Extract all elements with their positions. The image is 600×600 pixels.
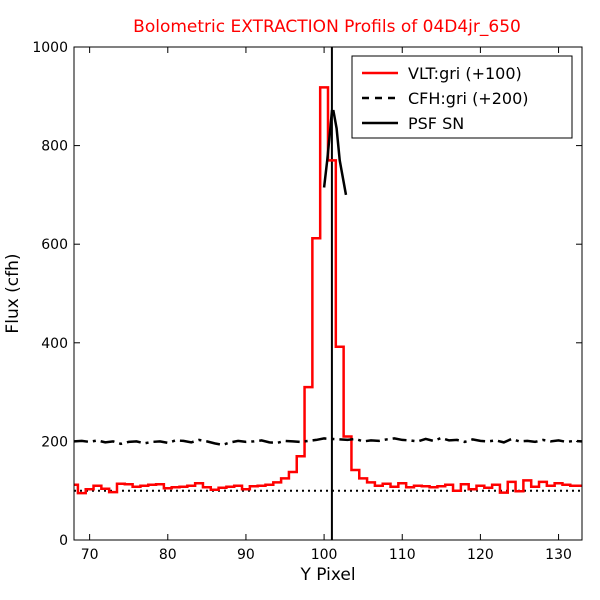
legend: VLT:gri (+100) CFH:gri (+200) PSF SN — [351, 55, 573, 139]
chart-title: Bolometric EXTRACTION Profils of 04D4jr_… — [133, 17, 521, 37]
y-tick-label: 400 — [41, 336, 68, 352]
y-axis-label: Flux (cfh) — [3, 253, 23, 333]
x-tick-label: 80 — [159, 547, 177, 563]
x-tick-label: 130 — [545, 547, 572, 563]
x-tick-label: 100 — [311, 547, 338, 563]
axis-ticks: 70 80 90 100 110 120 130 0 200 400 600 800 1000 — [32, 40, 582, 563]
y-tick-label: 800 — [41, 139, 68, 155]
y-tick-label: 600 — [41, 237, 68, 253]
x-tick-label: 70 — [81, 547, 99, 563]
legend-label-0: VLT:gri (+100) — [408, 64, 522, 83]
series-line-2 — [322, 109, 348, 196]
series-line-0 — [74, 86, 582, 495]
y-tick-label: 1000 — [32, 40, 68, 56]
legend-label-1: CFH:gri (+200) — [408, 89, 529, 108]
legend-label-2: PSF SN — [408, 114, 464, 133]
series-line-1 — [74, 436, 582, 447]
x-tick-label: 120 — [467, 547, 494, 563]
x-tick-label: 110 — [389, 547, 416, 563]
plot-frame — [73, 46, 583, 541]
y-tick-label: 200 — [41, 434, 68, 450]
y-tick-label: 0 — [59, 533, 68, 549]
plot-content — [74, 47, 582, 540]
x-axis-label: Y Pixel — [299, 565, 355, 585]
x-tick-label: 90 — [237, 547, 255, 563]
